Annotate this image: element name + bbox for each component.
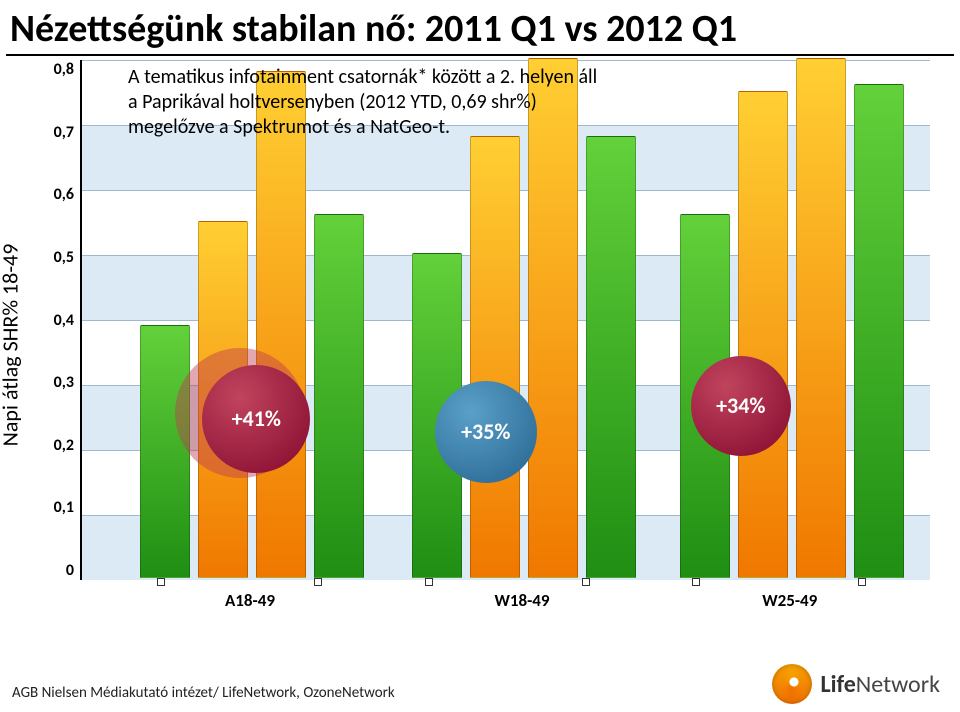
x-tick-mark (157, 578, 165, 586)
delta-bubble: +35% (435, 381, 537, 483)
x-tick-label: W18-49 (494, 590, 549, 611)
x-tick-mark (582, 578, 590, 586)
x-tick-label: A18-49 (225, 590, 275, 611)
y-tick-label: 0,3 (54, 373, 74, 392)
description-line: a Paprikával holtversenyben (2012 YTD, 0… (128, 90, 768, 115)
x-tick-mark (858, 578, 866, 586)
y-tick-label: 0 (66, 561, 74, 580)
logo-text-a: Life (820, 670, 855, 699)
description-box: A tematikus infotainment csatornák* közö… (128, 65, 768, 140)
y-tick-label: 0,2 (54, 436, 74, 455)
y-axis-ticks: 0,8 0,7 0,6 0,5 0,4 0,3 0,2 0,1 0 (40, 60, 80, 580)
x-tick-label: W25-49 (762, 590, 817, 611)
footer-source: AGB Nielsen Médiakutató intézet/ LifeNet… (12, 684, 395, 702)
chart-container: Napi átlag SHR% 18-49 0,80,70,60,50,40,3… (40, 60, 960, 630)
description-line: megelőzve a Spektrumot és a NatGeo-t. (128, 115, 768, 140)
logo-text-b: Network (856, 670, 940, 699)
logo-ring-icon (772, 664, 812, 704)
x-tick-mark (425, 578, 433, 586)
page-title: Nézettségünk stabilan nő: 2011 Q1 vs 201… (0, 0, 960, 54)
delta-bubble: +34% (691, 356, 791, 456)
plot-wrap: +41% +35% +34% A18-49 W18-49 W25-49 A temati… (80, 60, 930, 630)
x-tick-mark (692, 578, 700, 586)
y-tick-label: 0,6 (54, 185, 74, 204)
x-axis-ticks: A18-49 W18-49 W25-49 (80, 582, 930, 622)
x-tick-mark (314, 578, 322, 586)
y-tick-label: 0,8 (54, 60, 74, 79)
description-line: A tematikus infotainment csatornák* közö… (128, 65, 768, 90)
logo-text: LifeNetwork (820, 670, 940, 699)
y-tick-label: 0,4 (54, 311, 74, 330)
delta-bubble: +41% (202, 365, 310, 473)
title-underline (6, 54, 954, 56)
y-tick-label: 0,1 (54, 498, 74, 517)
y-tick-label: 0,7 (54, 123, 74, 142)
y-axis-label: Napi átlag SHR% 18-49 (0, 244, 24, 447)
y-tick-label: 0,5 (54, 248, 74, 267)
brand-logo: LifeNetwork (772, 664, 940, 704)
